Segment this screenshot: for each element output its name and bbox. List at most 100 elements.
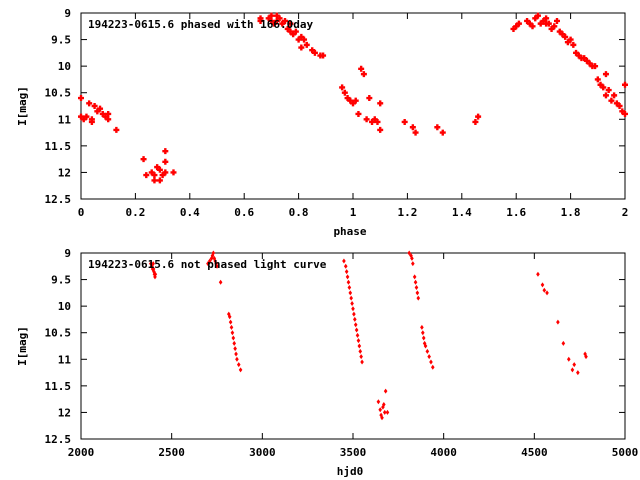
data-point <box>602 92 609 99</box>
data-point <box>434 124 441 131</box>
y-tick-label: 9 <box>64 247 71 260</box>
data-point <box>540 17 547 24</box>
data-point <box>287 28 294 35</box>
data-point <box>611 92 618 99</box>
data-point <box>412 274 417 280</box>
data-point <box>231 335 236 341</box>
data-point <box>573 49 580 56</box>
data-point <box>347 285 352 291</box>
data-point <box>140 156 147 163</box>
y-tick-label: 12.5 <box>45 433 72 446</box>
data-point <box>556 28 563 35</box>
data-point <box>320 52 327 59</box>
data-point <box>287 20 294 27</box>
data-point <box>513 23 520 30</box>
x-tick-label: 2500 <box>158 446 185 459</box>
data-point <box>427 354 431 360</box>
data-point <box>151 172 158 179</box>
data-point <box>562 33 569 40</box>
y-tick-labels: 9 9.5 10 10.5 11 11.5 12 12.5 <box>45 247 72 446</box>
y-tick-label: 9.5 <box>51 274 71 287</box>
data-point <box>311 49 318 56</box>
y-tick-label: 11 <box>58 113 72 126</box>
data-point <box>88 118 95 125</box>
y-tick-label: 11 <box>58 353 72 366</box>
data-point <box>412 129 419 136</box>
y-tick-labels: 9 9.5 10 10.5 11 11.5 12 12.5 <box>45 7 72 206</box>
data-point <box>295 36 302 43</box>
tick-marks <box>80 12 626 200</box>
data-point <box>347 97 354 104</box>
data-point <box>472 118 479 125</box>
data-point <box>298 44 305 51</box>
data-point <box>363 116 370 123</box>
data-point <box>210 253 215 259</box>
data-point <box>608 97 615 104</box>
data-point <box>430 364 435 370</box>
x-tick-label: 1.4 <box>452 206 472 219</box>
data-point <box>413 279 418 285</box>
data-point <box>273 12 280 19</box>
x-tick-label: 3000 <box>249 446 276 459</box>
x-tick-label: 2000 <box>68 446 95 459</box>
data-point <box>162 169 169 176</box>
data-point <box>354 327 359 333</box>
data-point <box>374 118 381 125</box>
data-point <box>162 158 169 165</box>
data-point <box>526 20 533 27</box>
x-tick-labels: 0 0.2 0.4 0.6 0.8 1 1.2 1.4 1.6 1.8 2 <box>78 206 629 219</box>
x-tick-label: 5000 <box>612 446 639 459</box>
data-point <box>616 103 623 109</box>
data-point <box>303 41 310 48</box>
data-point <box>383 388 388 394</box>
data-point <box>380 415 384 421</box>
data-point <box>359 354 363 360</box>
data-point <box>230 330 235 336</box>
data-point <box>143 172 150 179</box>
data-point <box>385 409 390 415</box>
data-point <box>83 113 90 120</box>
data-point <box>586 60 593 67</box>
data-point <box>339 84 346 91</box>
data-point <box>414 285 419 291</box>
data-point <box>570 367 575 373</box>
data-point <box>350 100 356 107</box>
data-point <box>545 20 552 27</box>
data-point <box>233 346 237 352</box>
data-point <box>228 319 233 325</box>
data-point <box>622 110 628 117</box>
data-point <box>572 362 577 368</box>
data-point <box>351 306 355 312</box>
data-point <box>156 166 163 173</box>
data-point <box>543 15 550 22</box>
data-point <box>211 250 216 256</box>
data-point <box>213 258 217 264</box>
data-point <box>235 356 239 362</box>
y-tick-label: 12 <box>58 166 71 179</box>
x-tick-label: 2 <box>622 206 629 219</box>
x-axis-label: hjd0 <box>337 465 364 478</box>
y-tick-label: 10.5 <box>45 87 72 100</box>
data-point <box>343 263 348 269</box>
data-point <box>271 20 278 27</box>
data-point <box>355 332 360 338</box>
x-tick-labels: 2000 2500 3000 3500 4000 4500 5000 <box>68 446 639 459</box>
data-point <box>548 25 555 32</box>
data-point <box>218 279 223 285</box>
data-point <box>78 113 84 120</box>
data-point <box>379 412 383 418</box>
data-point <box>534 12 541 19</box>
data-point <box>105 116 112 123</box>
data-point <box>206 261 210 267</box>
data-point <box>570 41 577 48</box>
data-point <box>78 95 84 102</box>
data-point <box>273 17 280 24</box>
data-point <box>429 359 433 365</box>
data-point <box>421 335 426 341</box>
data-point <box>594 76 601 83</box>
data-point <box>584 354 588 360</box>
data-point <box>105 110 112 117</box>
chart-title: 194223-0615.6 not phased light curve <box>88 258 327 271</box>
data-point <box>353 322 358 328</box>
data-point <box>515 20 522 27</box>
